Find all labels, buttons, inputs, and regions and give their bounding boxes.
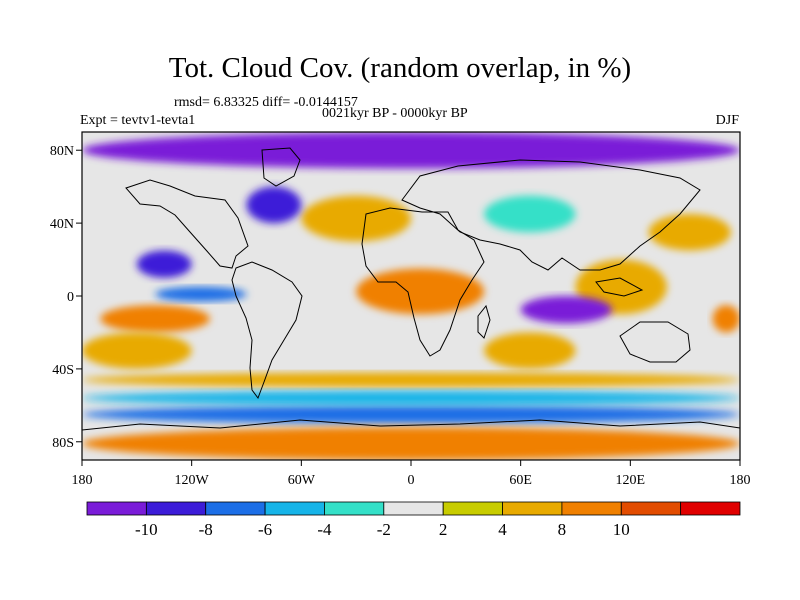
field-region-17 — [82, 427, 740, 460]
field-region-4 — [301, 195, 411, 242]
lon-tick-label-2: 60W — [288, 473, 316, 488]
colorbar-label-6: 4 — [498, 520, 507, 539]
plot-subtitle: 0021kyr BP - 0000kyr BP — [322, 106, 468, 121]
field-region-8 — [82, 372, 740, 388]
field-region-3 — [82, 332, 192, 369]
colorbar-label-2: -6 — [258, 520, 272, 539]
lon-tick-label-6: 180 — [730, 473, 751, 488]
field-region-15 — [82, 390, 740, 406]
colorbar-swatch-5 — [383, 501, 444, 516]
colorbar-swatch-3 — [264, 501, 325, 516]
field-region-13 — [155, 286, 247, 302]
colorbar-swatch-2 — [205, 501, 266, 516]
colorbar-swatch-10 — [680, 501, 741, 516]
colorbar-label-3: -4 — [317, 520, 332, 539]
colorbar-swatch-8 — [561, 501, 622, 516]
field-region-1 — [100, 305, 210, 333]
colorbar-swatch-0 — [86, 501, 147, 516]
lon-tick-label-3: 0 — [408, 473, 415, 488]
colorbar: -10 -8 -6 -4 -2 2 4 8 10 — [86, 501, 741, 539]
experiment-label: Expt = tevtv1-tevta1 — [80, 113, 196, 128]
cloud-cover-field — [82, 132, 740, 460]
plot-title: Tot. Cloud Cov. (random overlap, in %) — [168, 52, 632, 84]
lon-tick-label-1: 120W — [175, 473, 210, 488]
colorbar-swatch-4 — [324, 501, 385, 516]
field-region-10 — [136, 250, 192, 278]
lat-tick-label-3: 40S — [52, 363, 74, 378]
colorbar-label-5: 2 — [439, 520, 448, 539]
colorbar-swatch-9 — [620, 501, 682, 516]
colorbar-label-0: -10 — [135, 520, 158, 539]
lat-tick-label-2: 0 — [67, 290, 74, 305]
longitude-axis: 180 120W 60W 0 60E 120E 180 — [72, 460, 751, 488]
lat-tick-label-1: 40N — [50, 217, 74, 232]
rmsd-diff-stats: rmsd= 6.83325 diff= -0.0144157 — [174, 95, 358, 110]
lat-tick-label-4: 80S — [52, 436, 74, 451]
field-region-2 — [712, 305, 740, 333]
coastlines — [82, 147, 740, 431]
field-region-7 — [484, 332, 576, 369]
field-region-9 — [520, 296, 613, 324]
field-region-6 — [648, 214, 731, 251]
lon-tick-label-0: 180 — [72, 473, 93, 488]
colorbar-label-7: 8 — [558, 520, 567, 539]
lat-tick-label-0: 80N — [50, 144, 74, 159]
colorbar-label-8: 10 — [613, 520, 630, 539]
field-region-0 — [356, 268, 485, 315]
field-region-12 — [82, 132, 740, 169]
lon-tick-label-4: 60E — [509, 473, 532, 488]
latitude-axis: 80N 40N 0 40S 80S — [50, 144, 82, 451]
colorbar-label-4: -2 — [377, 520, 391, 539]
season-label: DJF — [715, 113, 739, 128]
field-region-14 — [82, 405, 740, 424]
field-region-16 — [484, 195, 576, 233]
field-region-11 — [246, 186, 302, 224]
colorbar-swatch-1 — [145, 501, 207, 516]
colorbar-label-1: -8 — [199, 520, 213, 539]
lon-tick-label-5: 120E — [616, 473, 646, 488]
colorbar-swatch-7 — [502, 501, 563, 516]
colorbar-swatch-6 — [442, 501, 503, 516]
